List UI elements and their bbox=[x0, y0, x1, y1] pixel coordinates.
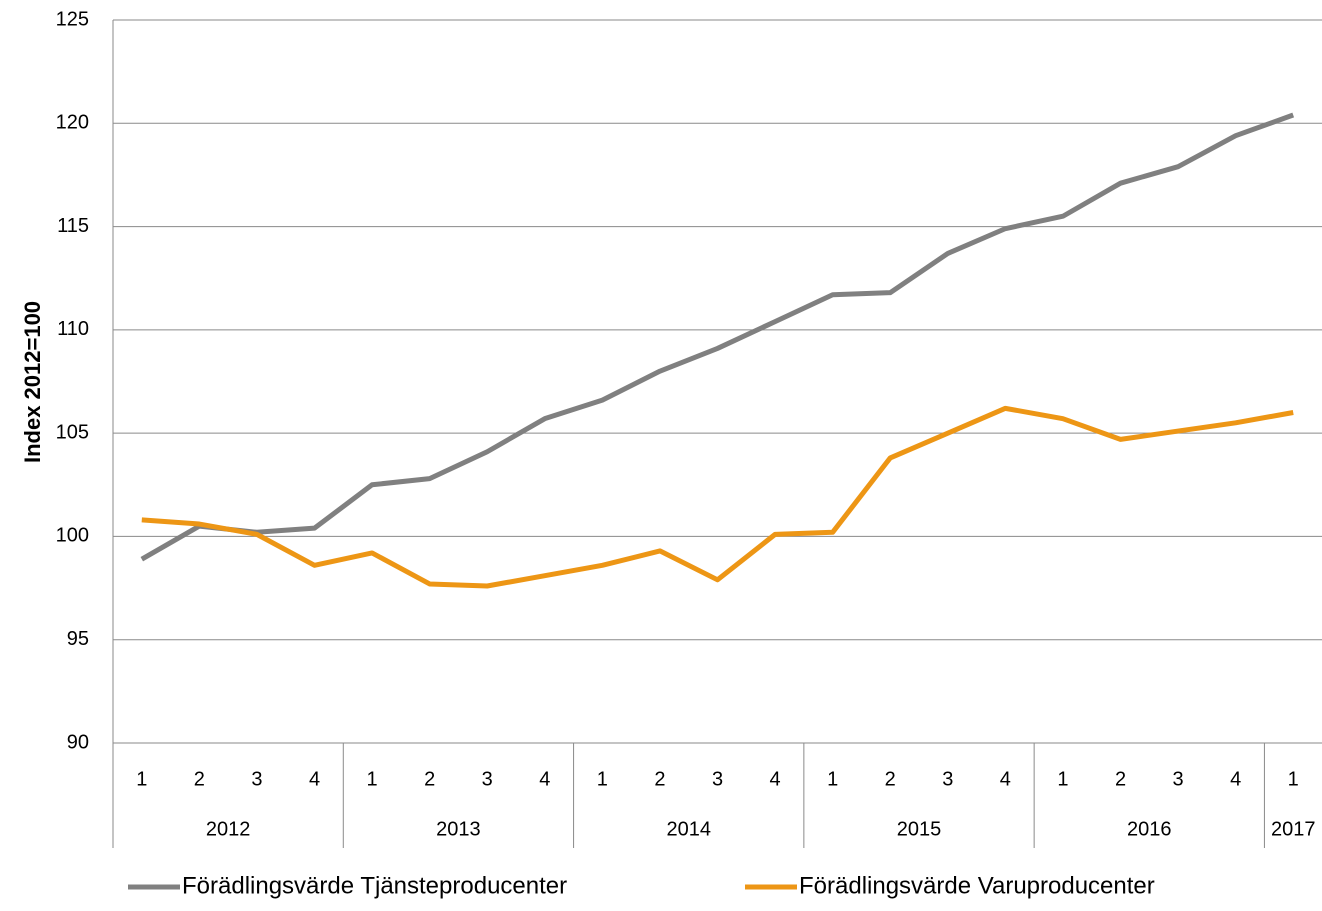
x-tick-label: 1 bbox=[367, 768, 378, 790]
x-tick-label: 2 bbox=[885, 768, 896, 790]
y-axis-label: Index 2012=100 bbox=[20, 301, 45, 463]
series-line bbox=[140, 112, 1295, 562]
x-tick-label: 1 bbox=[1057, 768, 1068, 790]
x-tick-label: 4 bbox=[1230, 768, 1241, 790]
x-tick-label: 4 bbox=[1000, 768, 1011, 790]
y-tick-label: 100 bbox=[56, 525, 89, 547]
y-tick-label: 105 bbox=[56, 421, 89, 443]
legend-label: Förädlingsvärde Varuproducenter bbox=[799, 872, 1155, 899]
y-tick-label: 125 bbox=[56, 8, 89, 30]
legend-label: Förädlingsvärde Tjänsteproducenter bbox=[182, 872, 567, 899]
x-group-label: 2014 bbox=[666, 818, 711, 840]
x-tick-label: 3 bbox=[1173, 768, 1184, 790]
x-group-label: 2013 bbox=[436, 818, 481, 840]
x-group-label: 2012 bbox=[206, 818, 251, 840]
series-line bbox=[141, 405, 1294, 589]
x-tick-label: 2 bbox=[424, 768, 435, 790]
x-tick-label: 3 bbox=[251, 768, 262, 790]
x-tick-label: 1 bbox=[597, 768, 608, 790]
x-tick-label: 2 bbox=[654, 768, 665, 790]
x-tick-label: 2 bbox=[1115, 768, 1126, 790]
y-tick-label: 90 bbox=[67, 731, 89, 753]
x-group-label: 2015 bbox=[897, 818, 942, 840]
x-tick-label: 4 bbox=[309, 768, 320, 790]
x-tick-label: 4 bbox=[770, 768, 781, 790]
y-tick-label: 95 bbox=[67, 628, 89, 650]
x-tick-label: 3 bbox=[712, 768, 723, 790]
x-group-label: 2017 bbox=[1271, 818, 1316, 840]
y-tick-label: 110 bbox=[57, 318, 89, 340]
x-tick-label: 4 bbox=[539, 768, 550, 790]
x-group-label: 2016 bbox=[1127, 818, 1172, 840]
y-tick-label: 120 bbox=[56, 112, 89, 134]
x-tick-label: 1 bbox=[827, 768, 838, 790]
x-tick-label: 2 bbox=[194, 768, 205, 790]
x-tick-label: 3 bbox=[942, 768, 953, 790]
x-tick-label: 1 bbox=[1288, 768, 1299, 790]
x-tick-label: 1 bbox=[136, 768, 147, 790]
x-tick-label: 3 bbox=[482, 768, 493, 790]
y-tick-label: 115 bbox=[57, 215, 89, 237]
